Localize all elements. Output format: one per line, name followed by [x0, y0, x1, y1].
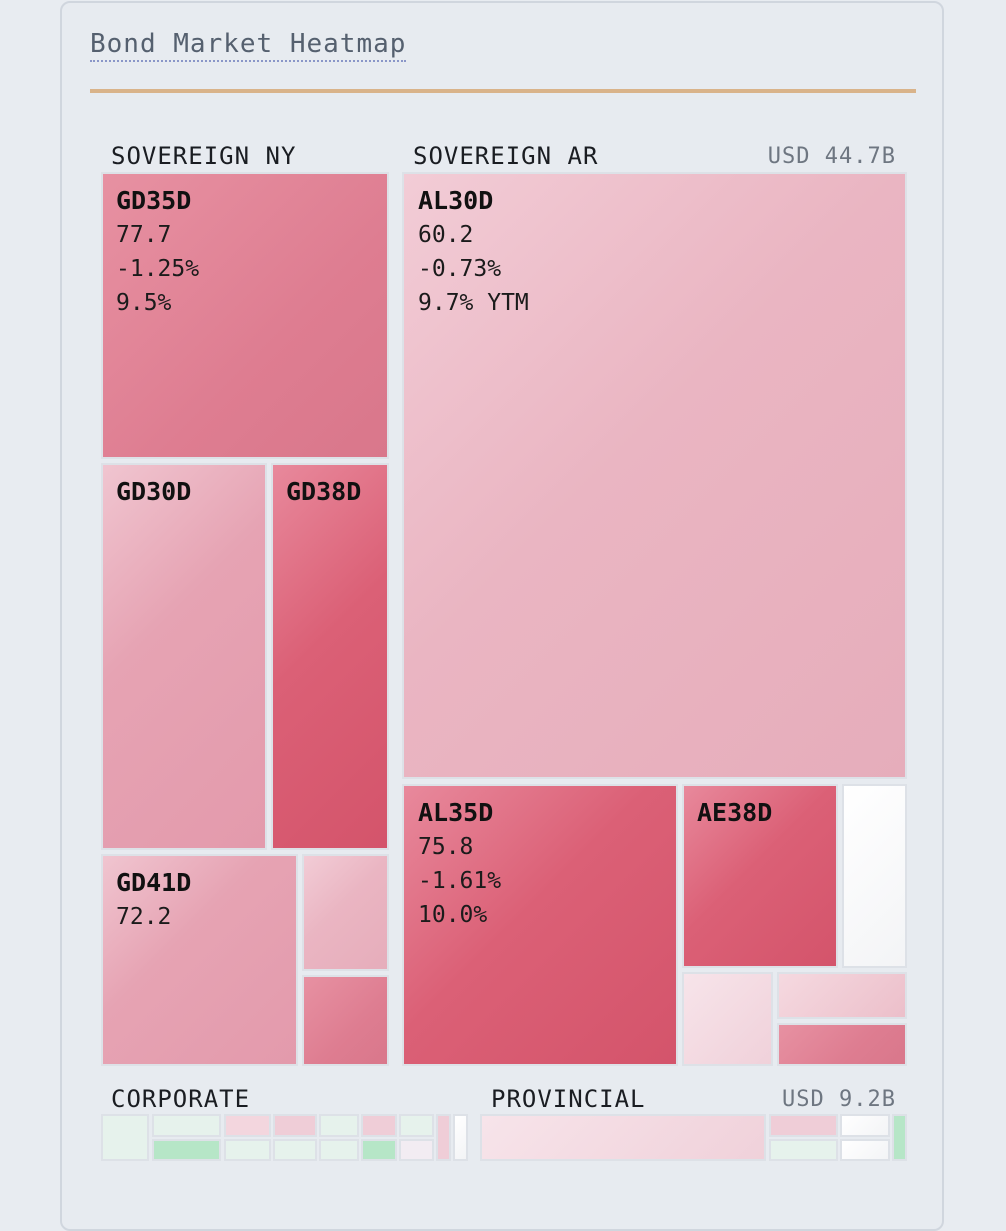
- tile-gd41d[interactable]: GD41D 72.2: [101, 854, 298, 1066]
- tile-small[interactable]: [892, 1114, 907, 1161]
- tile-gd30d[interactable]: GD30D: [101, 463, 267, 850]
- tile-small[interactable]: [361, 1139, 397, 1161]
- tile-ticker: GD41D: [116, 868, 192, 897]
- tile-small[interactable]: [302, 854, 389, 971]
- tile-small[interactable]: [682, 972, 773, 1066]
- tile-small[interactable]: [273, 1139, 317, 1161]
- tile-small[interactable]: [777, 972, 907, 1019]
- tile-small[interactable]: [273, 1114, 317, 1137]
- tile-gd35d[interactable]: GD35D 77.7 -1.25% 9.5%: [101, 172, 389, 459]
- group-total-sovereign-ar: USD 44.7B: [767, 144, 896, 169]
- tile-small[interactable]: [840, 1114, 890, 1137]
- tile-small[interactable]: [842, 784, 907, 968]
- tile-small[interactable]: [152, 1139, 221, 1161]
- tile-al30d[interactable]: AL30D 60.2 -0.73% 9.7% YTM: [402, 172, 907, 779]
- tile-small[interactable]: [777, 1023, 907, 1066]
- tile-small[interactable]: [224, 1139, 271, 1161]
- tile-small[interactable]: [319, 1114, 359, 1137]
- tile-small[interactable]: [769, 1139, 838, 1161]
- tile-ae38d[interactable]: AE38D: [682, 784, 838, 968]
- tile-yield: 9.5%: [116, 290, 172, 316]
- tile-ticker: AL35D: [418, 798, 494, 827]
- tile-price: 72.2: [116, 904, 172, 930]
- tile-yield: 10.0%: [418, 902, 488, 928]
- group-total-provincial: USD 9.2B: [782, 1087, 896, 1112]
- title-divider: [90, 89, 916, 93]
- tile-ticker: AE38D: [697, 798, 773, 827]
- tile-small[interactable]: [840, 1139, 890, 1161]
- group-label-sovereign-ny: SOVEREIGN NY: [111, 142, 297, 170]
- tile-ticker: GD38D: [286, 477, 362, 506]
- tile-change: -1.25%: [116, 256, 200, 282]
- tile-ticker: GD35D: [116, 186, 192, 215]
- tile-price: 75.8: [418, 834, 474, 860]
- tile-small[interactable]: [399, 1139, 434, 1161]
- tile-ticker: AL30D: [418, 186, 494, 215]
- tile-ticker: GD30D: [116, 477, 192, 506]
- tile-price: 77.7: [116, 222, 172, 248]
- page-title: Bond Market Heatmap: [90, 28, 407, 62]
- group-label-provincial: PROVINCIAL: [491, 1085, 646, 1113]
- tile-small[interactable]: [101, 1114, 149, 1161]
- tile-al35d[interactable]: AL35D 75.8 -1.61% 10.0%: [402, 784, 678, 1066]
- tile-small[interactable]: [152, 1114, 221, 1137]
- tile-small[interactable]: [302, 975, 389, 1066]
- tile-yield: 9.7% YTM: [418, 290, 529, 316]
- tile-small[interactable]: [769, 1114, 838, 1137]
- tile-small[interactable]: [480, 1114, 766, 1161]
- tile-small[interactable]: [319, 1139, 359, 1161]
- tile-change: -0.73%: [418, 256, 502, 282]
- tile-gd38d[interactable]: GD38D: [271, 463, 389, 850]
- tile-small[interactable]: [224, 1114, 271, 1137]
- tile-small[interactable]: [453, 1114, 468, 1161]
- tile-change: -1.61%: [418, 868, 502, 894]
- tile-price: 60.2: [418, 222, 474, 248]
- tile-small[interactable]: [361, 1114, 397, 1137]
- tile-small[interactable]: [399, 1114, 434, 1137]
- group-label-corporate: CORPORATE: [111, 1085, 251, 1113]
- tile-small[interactable]: [436, 1114, 451, 1161]
- group-label-sovereign-ar: SOVEREIGN AR: [413, 142, 599, 170]
